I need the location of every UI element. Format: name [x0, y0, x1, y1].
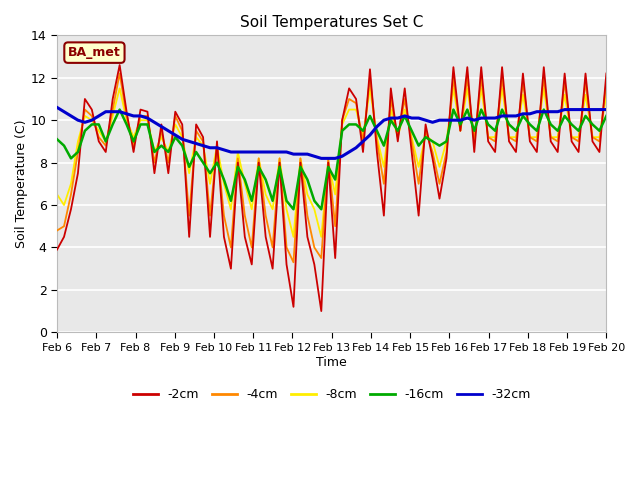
X-axis label: Time: Time: [316, 356, 347, 369]
Title: Soil Temperatures Set C: Soil Temperatures Set C: [240, 15, 424, 30]
Text: BA_met: BA_met: [68, 46, 121, 59]
Y-axis label: Soil Temperature (C): Soil Temperature (C): [15, 120, 28, 248]
Legend: -2cm, -4cm, -8cm, -16cm, -32cm: -2cm, -4cm, -8cm, -16cm, -32cm: [127, 383, 536, 406]
